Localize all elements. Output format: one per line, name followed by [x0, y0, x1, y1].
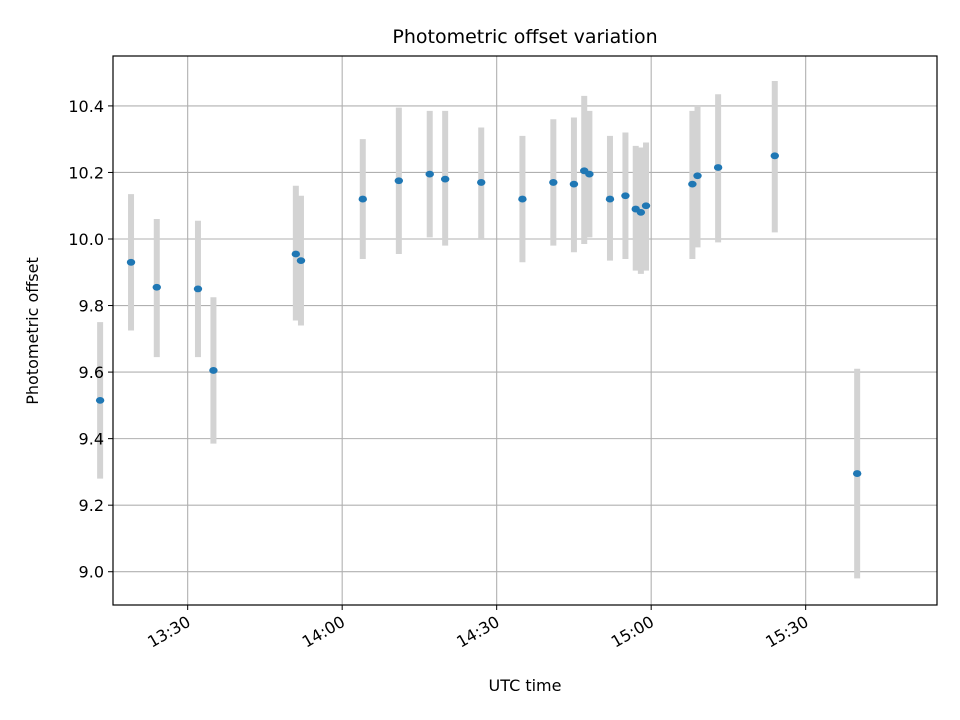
data-point [569, 180, 579, 188]
data-point [440, 175, 450, 183]
data-point [636, 208, 646, 216]
data-point [641, 202, 651, 210]
data-point [95, 396, 105, 404]
data-point [713, 164, 723, 171]
x-tick-label: 14:00 [299, 612, 348, 652]
error-bars [97, 80, 861, 579]
x-tick-label: 15:00 [608, 612, 657, 652]
data-point [193, 285, 203, 293]
y-tick-label: 9.2 [79, 496, 104, 515]
data-point [425, 170, 434, 178]
data-point [693, 172, 702, 180]
y-tick-label: 9.0 [79, 563, 104, 582]
x-axis-ticks: 13:30 14:00 14:30 15:00 15:30 [144, 605, 812, 652]
data-point [605, 195, 615, 203]
data-point [770, 152, 779, 160]
data-point [477, 179, 486, 186]
y-tick-label: 10.4 [68, 97, 104, 116]
y-tick-label: 9.8 [79, 297, 104, 316]
data-point [209, 367, 218, 374]
grid [113, 56, 937, 605]
chart-title: Photometric offset variation [392, 26, 657, 48]
x-tick-label: 15:30 [762, 612, 811, 652]
y-axis-ticks: 9.0 9.2 9.4 9.6 9.8 10.0 10.2 10.4 [68, 97, 113, 582]
data-point [549, 179, 558, 186]
data-point [621, 192, 630, 200]
data-point [518, 195, 527, 203]
x-tick-label: 14:30 [453, 612, 502, 652]
data-point [394, 177, 404, 185]
x-axis-label: UTC time [489, 676, 562, 695]
data-point [126, 258, 136, 266]
plot-frame [112, 55, 938, 606]
data-point [358, 195, 367, 203]
data-point [296, 257, 306, 265]
y-tick-label: 10.0 [68, 230, 104, 249]
data-point [852, 470, 862, 477]
data-points [95, 152, 862, 477]
y-tick-label: 10.2 [68, 163, 104, 182]
data-point [585, 170, 594, 178]
y-tick-label: 9.6 [79, 363, 104, 382]
y-axis-label: Photometric offset [23, 257, 42, 405]
data-point [152, 283, 161, 291]
data-point [291, 250, 301, 258]
data-point [688, 180, 697, 188]
x-tick-label: 13:30 [144, 612, 193, 652]
y-tick-label: 9.4 [79, 430, 104, 449]
